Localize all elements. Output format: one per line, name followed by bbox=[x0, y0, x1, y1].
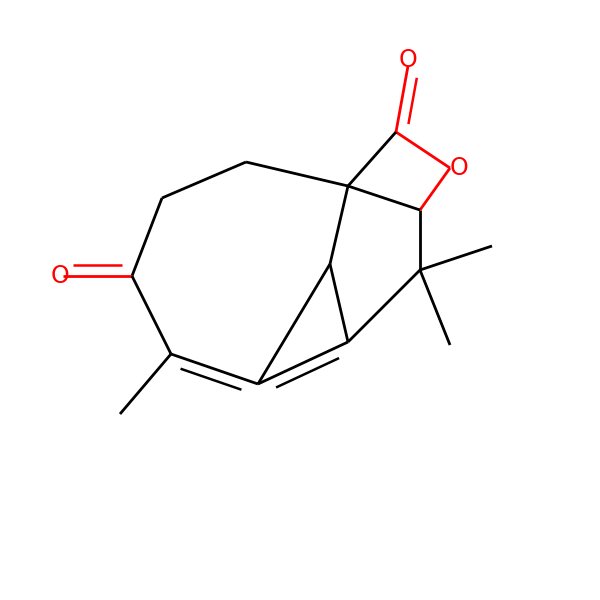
Text: O: O bbox=[449, 156, 469, 180]
Text: O: O bbox=[398, 48, 418, 72]
Text: O: O bbox=[50, 264, 70, 288]
